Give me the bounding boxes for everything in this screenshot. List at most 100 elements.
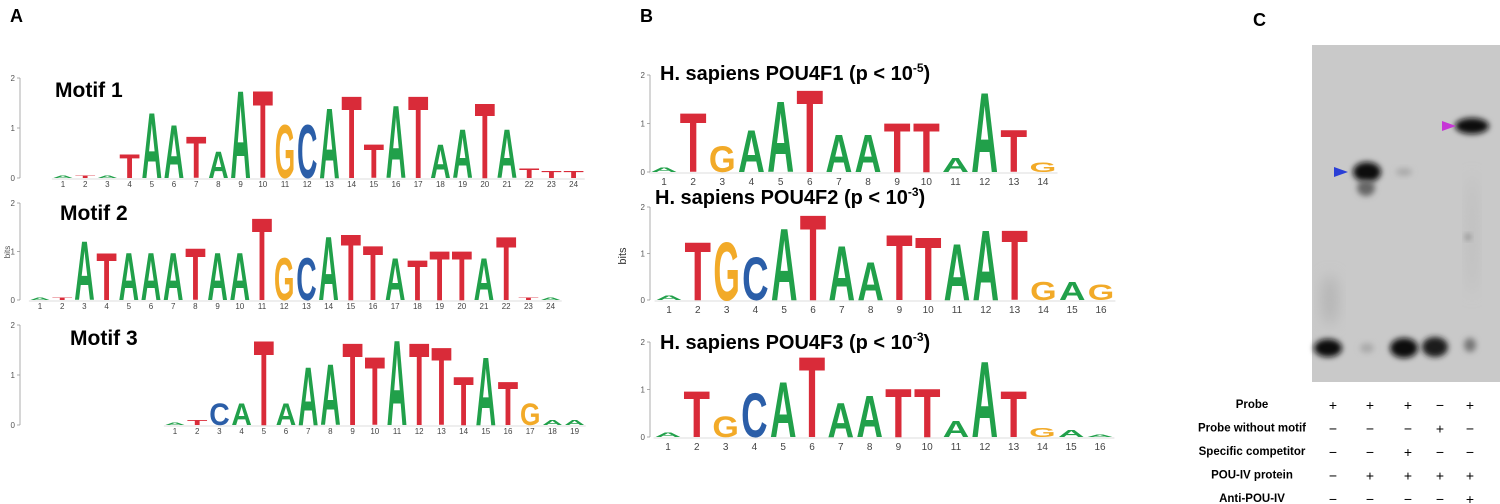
logo-letter: T xyxy=(252,194,272,326)
position-label: 3 xyxy=(82,302,87,311)
position-label: 1 xyxy=(38,302,43,311)
position-label: 3 xyxy=(217,427,222,436)
logo-letter: T xyxy=(75,175,95,179)
y-tick-label: 2 xyxy=(11,321,16,330)
logo-letter: A xyxy=(230,65,250,204)
logo-letter: T xyxy=(496,218,516,320)
title-exponent: -5 xyxy=(913,61,924,75)
position-label: 15 xyxy=(346,302,355,311)
position-label: 16 xyxy=(1094,442,1106,453)
logo-letter: T xyxy=(799,332,825,461)
position-label: 1 xyxy=(173,427,178,436)
logo-letter: A xyxy=(770,366,796,455)
logo-letter: A xyxy=(230,240,250,315)
logo-letter: T xyxy=(364,134,384,188)
position-label: 10 xyxy=(922,442,934,453)
logo-letter: C xyxy=(296,245,316,313)
logo-letter: G xyxy=(709,139,736,180)
logo-letter: G xyxy=(1030,160,1057,175)
logo-letter: A xyxy=(476,337,496,445)
position-label: 20 xyxy=(457,302,466,311)
logo-letter: C xyxy=(742,245,768,314)
logo-letter: A xyxy=(973,210,999,322)
position-label: 1 xyxy=(61,180,66,189)
logo-letter: T xyxy=(913,109,940,187)
logo-letter: T xyxy=(254,315,274,452)
lane-sign: + xyxy=(1404,444,1412,460)
logo-letter: A xyxy=(142,93,162,198)
position-label: 6 xyxy=(809,442,815,453)
lane-sign: − xyxy=(1404,421,1412,437)
logo-letter: A xyxy=(1059,277,1085,306)
logo-letter: A xyxy=(97,175,117,179)
logo-letter: A xyxy=(1087,434,1113,438)
logo-letter: T xyxy=(680,95,707,190)
position-label: 22 xyxy=(525,180,534,189)
logo-letter: T xyxy=(409,319,429,451)
logo-letter: T xyxy=(518,297,538,301)
position-label: 3 xyxy=(723,442,729,453)
logo-letter: T xyxy=(341,215,361,321)
position-label: 17 xyxy=(414,180,423,189)
logo-letter: C xyxy=(209,397,229,432)
position-label: 3 xyxy=(105,180,110,189)
logo-letter: A xyxy=(738,117,765,185)
position-label: 14 xyxy=(324,302,333,311)
position-label: 10 xyxy=(921,177,933,188)
title-text: H. sapiens POU4F2 (p < 10 xyxy=(655,187,908,209)
logo-letter: A xyxy=(318,218,338,320)
lane-sign: − xyxy=(1329,444,1337,460)
position-label: 9 xyxy=(897,305,903,316)
position-label: 11 xyxy=(950,177,961,188)
logo-letter: T xyxy=(1001,210,1027,322)
lane-sign: − xyxy=(1466,444,1474,460)
y-tick-label: 2 xyxy=(641,71,646,80)
y-tick-label: 0 xyxy=(11,421,16,430)
position-label: 16 xyxy=(1095,305,1107,316)
position-label: 1 xyxy=(666,305,672,316)
position-label: 2 xyxy=(690,177,696,188)
position-label: 4 xyxy=(749,177,755,188)
position-label: 11 xyxy=(258,302,267,311)
position-label: 18 xyxy=(436,180,445,189)
lane-sign: − xyxy=(1366,421,1374,437)
position-label: 7 xyxy=(194,180,199,189)
position-label: 7 xyxy=(838,442,844,453)
logo-letter: A xyxy=(53,175,73,179)
position-label: 4 xyxy=(104,302,109,311)
logo-letter: T xyxy=(563,169,583,181)
logo-letter: A xyxy=(655,431,681,438)
position-label: 7 xyxy=(171,302,176,311)
position-label: 9 xyxy=(896,442,902,453)
position-label: 19 xyxy=(435,302,444,311)
row-label: Probe xyxy=(1236,399,1269,411)
logo-letter: A xyxy=(30,297,50,301)
position-label: 20 xyxy=(480,180,489,189)
position-label: 6 xyxy=(172,180,177,189)
motif-title: Motif 3 xyxy=(70,327,138,350)
title-text: H. sapiens POU4F3 (p < 10 xyxy=(660,332,913,354)
position-label: 2 xyxy=(695,305,701,316)
lane-sign: − xyxy=(1329,491,1337,504)
logo-letter: A xyxy=(164,108,184,194)
position-label: 10 xyxy=(235,302,244,311)
logo-letter: A xyxy=(564,419,584,427)
logo-letter: T xyxy=(253,65,273,204)
position-label: 15 xyxy=(481,427,490,436)
logo-letter: A xyxy=(276,397,296,432)
logo-letter: T xyxy=(407,249,427,313)
logo-letter: T xyxy=(541,169,561,181)
logo-letter: T xyxy=(96,240,116,315)
motif-title: Motif 2 xyxy=(60,202,128,225)
row-label: POU-IV protein xyxy=(1211,470,1293,482)
position-label: 9 xyxy=(238,180,243,189)
position-label: 14 xyxy=(459,427,468,436)
logo-letter: A xyxy=(656,294,682,301)
position-label: 8 xyxy=(868,305,874,316)
lane-sign: + xyxy=(1436,468,1444,484)
logo-letter: T xyxy=(363,230,383,317)
position-label: 12 xyxy=(980,305,992,316)
position-label: 19 xyxy=(570,427,579,436)
logo-letter: T xyxy=(452,237,472,315)
position-label: 12 xyxy=(303,180,312,189)
